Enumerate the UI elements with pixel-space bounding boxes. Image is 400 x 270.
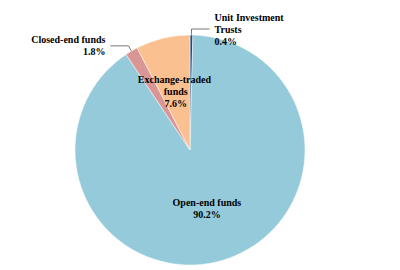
svg-text:Exchange-traded: Exchange-traded — [138, 74, 214, 85]
svg-text:1.8%: 1.8% — [83, 46, 106, 57]
svg-text:90.2%: 90.2% — [193, 209, 221, 220]
svg-text:Unit Investment: Unit Investment — [215, 12, 287, 23]
svg-text:7.6%: 7.6% — [164, 98, 187, 109]
svg-text:funds: funds — [164, 86, 188, 97]
svg-text:0.4%: 0.4% — [215, 36, 238, 47]
svg-text:Closed-end funds: Closed-end funds — [31, 34, 105, 45]
svg-text:Open-end funds: Open-end funds — [173, 197, 242, 208]
svg-text:Trusts: Trusts — [215, 24, 242, 35]
